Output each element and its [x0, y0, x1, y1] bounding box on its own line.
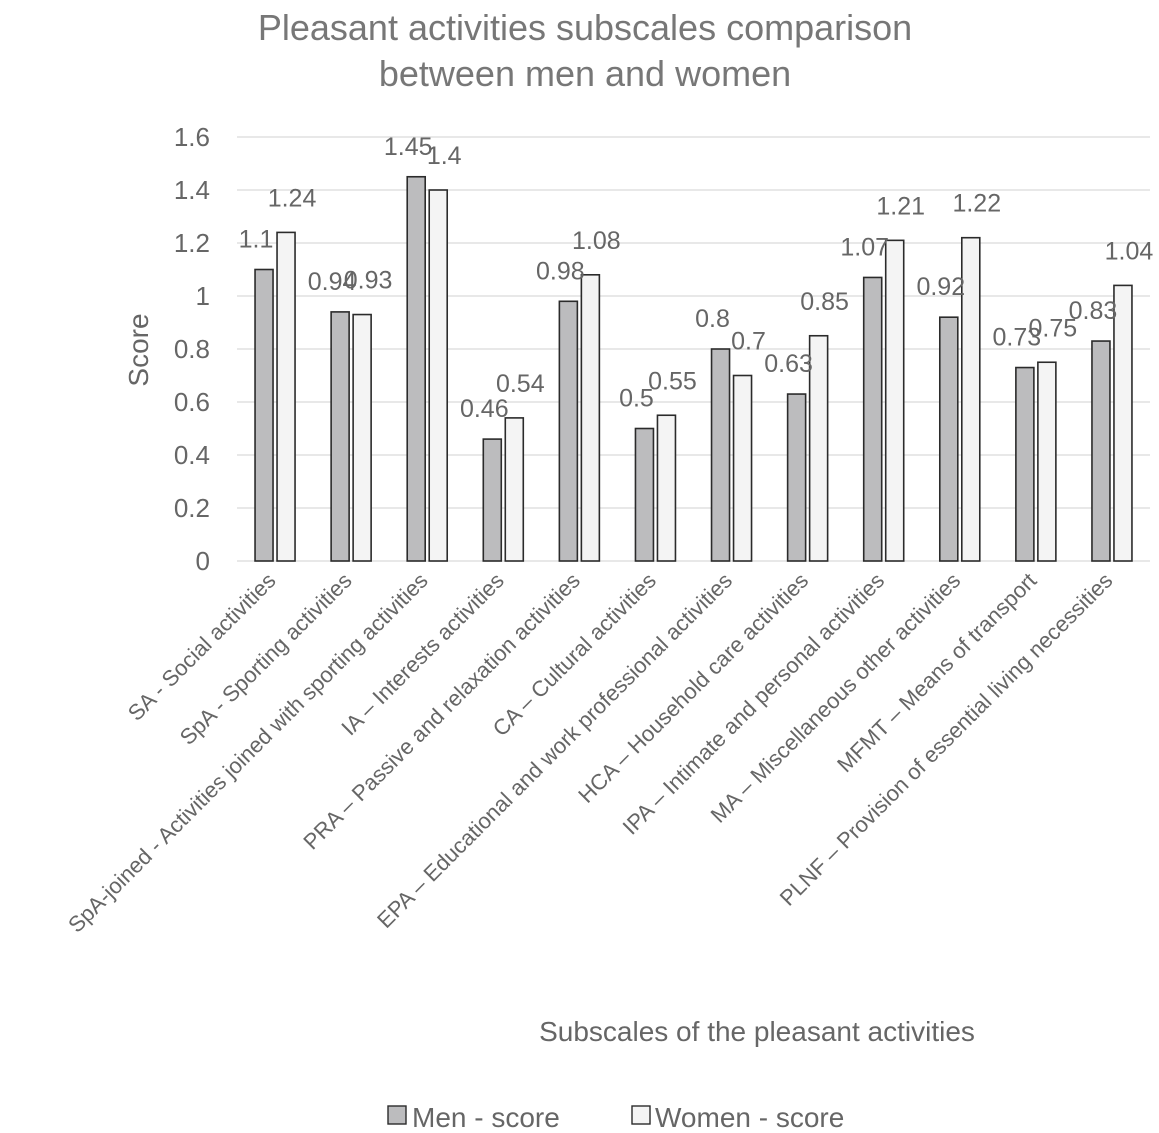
- x-category-label: PRA – Passive and relaxation activities: [298, 568, 585, 855]
- women-score-data-label: 0.55: [648, 367, 697, 395]
- y-tick-label: 1.4: [174, 175, 210, 205]
- women-score-data-label: 1.24: [268, 184, 317, 212]
- men-score-data-label: 1.07: [840, 233, 889, 261]
- women-score-bar: [884, 239, 905, 562]
- women-score-data-label: 1.08: [572, 227, 621, 255]
- men-score-data-label: 0.98: [536, 257, 585, 285]
- y-tick-label: 0: [196, 546, 210, 576]
- women-score-data-label: 0.7: [731, 328, 766, 356]
- men-score-data-label: 0.92: [916, 273, 965, 301]
- women-score-data-label: 1.04: [1105, 237, 1154, 265]
- men-score-bar: [786, 393, 807, 562]
- x-category-label: SA - Social activities: [123, 568, 281, 726]
- gridlines: [237, 136, 1150, 562]
- y-tick-label: 0.6: [174, 387, 210, 417]
- data-labels: 1.1 1.24 0.940.93 1.451.4 0.460.54 0.981.08 0.…: [239, 133, 1154, 423]
- legend-men-label: Men - score: [412, 1102, 560, 1133]
- men-score-data-label: 1.45: [384, 133, 433, 161]
- chart-title: Pleasant activities subscales comparison: [258, 7, 912, 48]
- men-score-bar: [1015, 366, 1035, 562]
- chart-subtitle: between men and women: [379, 53, 791, 94]
- women-score-data-label: 0.93: [344, 267, 393, 295]
- men-score-bar: [406, 175, 427, 562]
- legend-men-swatch: [387, 1105, 407, 1125]
- men-score-data-label: 1.1: [239, 226, 274, 254]
- men-score-bar: [710, 348, 731, 562]
- women-score-data-label: 1.22: [952, 190, 1001, 218]
- women-score-data-label: 0.75: [1029, 314, 1078, 342]
- men-score-data-label: 0.83: [1069, 297, 1118, 325]
- x-axis-label: Subscales of the pleasant activities: [539, 1016, 975, 1047]
- women-score-bar: [1037, 361, 1057, 562]
- men-score-data-label: 0.94: [308, 268, 357, 296]
- women-score-bar: [656, 414, 677, 562]
- men-score-bar: [482, 438, 503, 562]
- women-score-bar: [580, 273, 601, 562]
- women-score-data-label: 1.21: [876, 192, 925, 220]
- women-score-bar: [428, 189, 449, 562]
- y-axis-ticks: 0 0.2 0.4 0.6 0.8 1 1.2 1.4 1.6: [174, 122, 210, 576]
- women-score-data-label: 0.85: [800, 288, 849, 316]
- legend: Men - score Women - score: [387, 1102, 844, 1133]
- men-score-data-label: 0.5: [619, 385, 654, 413]
- men-score-data-label: 0.63: [764, 350, 813, 378]
- legend-women-label: Women - score: [655, 1102, 844, 1133]
- y-tick-label: 1.2: [174, 228, 210, 258]
- women-score-bar: [276, 231, 296, 562]
- men-score-bar: [558, 300, 579, 562]
- men-score-bar: [330, 311, 350, 562]
- men-score-data-label: 0.8: [695, 305, 730, 333]
- y-tick-label: 0.8: [174, 334, 210, 364]
- men-score-bar: [1091, 340, 1111, 562]
- y-tick-label: 1.6: [174, 122, 210, 152]
- x-category-label: EPA – Educational and work professional …: [372, 568, 737, 933]
- women-score-bar: [352, 313, 372, 562]
- men-score-data-label: 0.46: [460, 395, 509, 423]
- women-score-bar: [732, 374, 753, 562]
- men-score-bar: [634, 427, 655, 562]
- men-score-data-label: 0.73: [993, 324, 1042, 352]
- men-score-bar: [254, 268, 274, 562]
- x-category-label: SpA-joined - Activities joined with spor…: [63, 568, 433, 938]
- y-axis-label: Score: [123, 313, 154, 386]
- women-score-data-label: 0.54: [496, 370, 545, 398]
- y-tick-label: 0.2: [174, 493, 210, 523]
- y-tick-label: 1: [196, 281, 210, 311]
- y-tick-label: 0.4: [174, 440, 210, 470]
- women-score-bar: [1113, 284, 1133, 562]
- legend-women-swatch: [631, 1105, 651, 1125]
- men-score-bar: [938, 316, 959, 562]
- women-score-bar: [808, 334, 829, 562]
- men-score-bar: [862, 276, 883, 562]
- women-score-bar: [504, 417, 525, 562]
- bars: [254, 175, 1133, 562]
- women-score-bar: [960, 236, 981, 562]
- women-score-data-label: 1.4: [427, 142, 462, 170]
